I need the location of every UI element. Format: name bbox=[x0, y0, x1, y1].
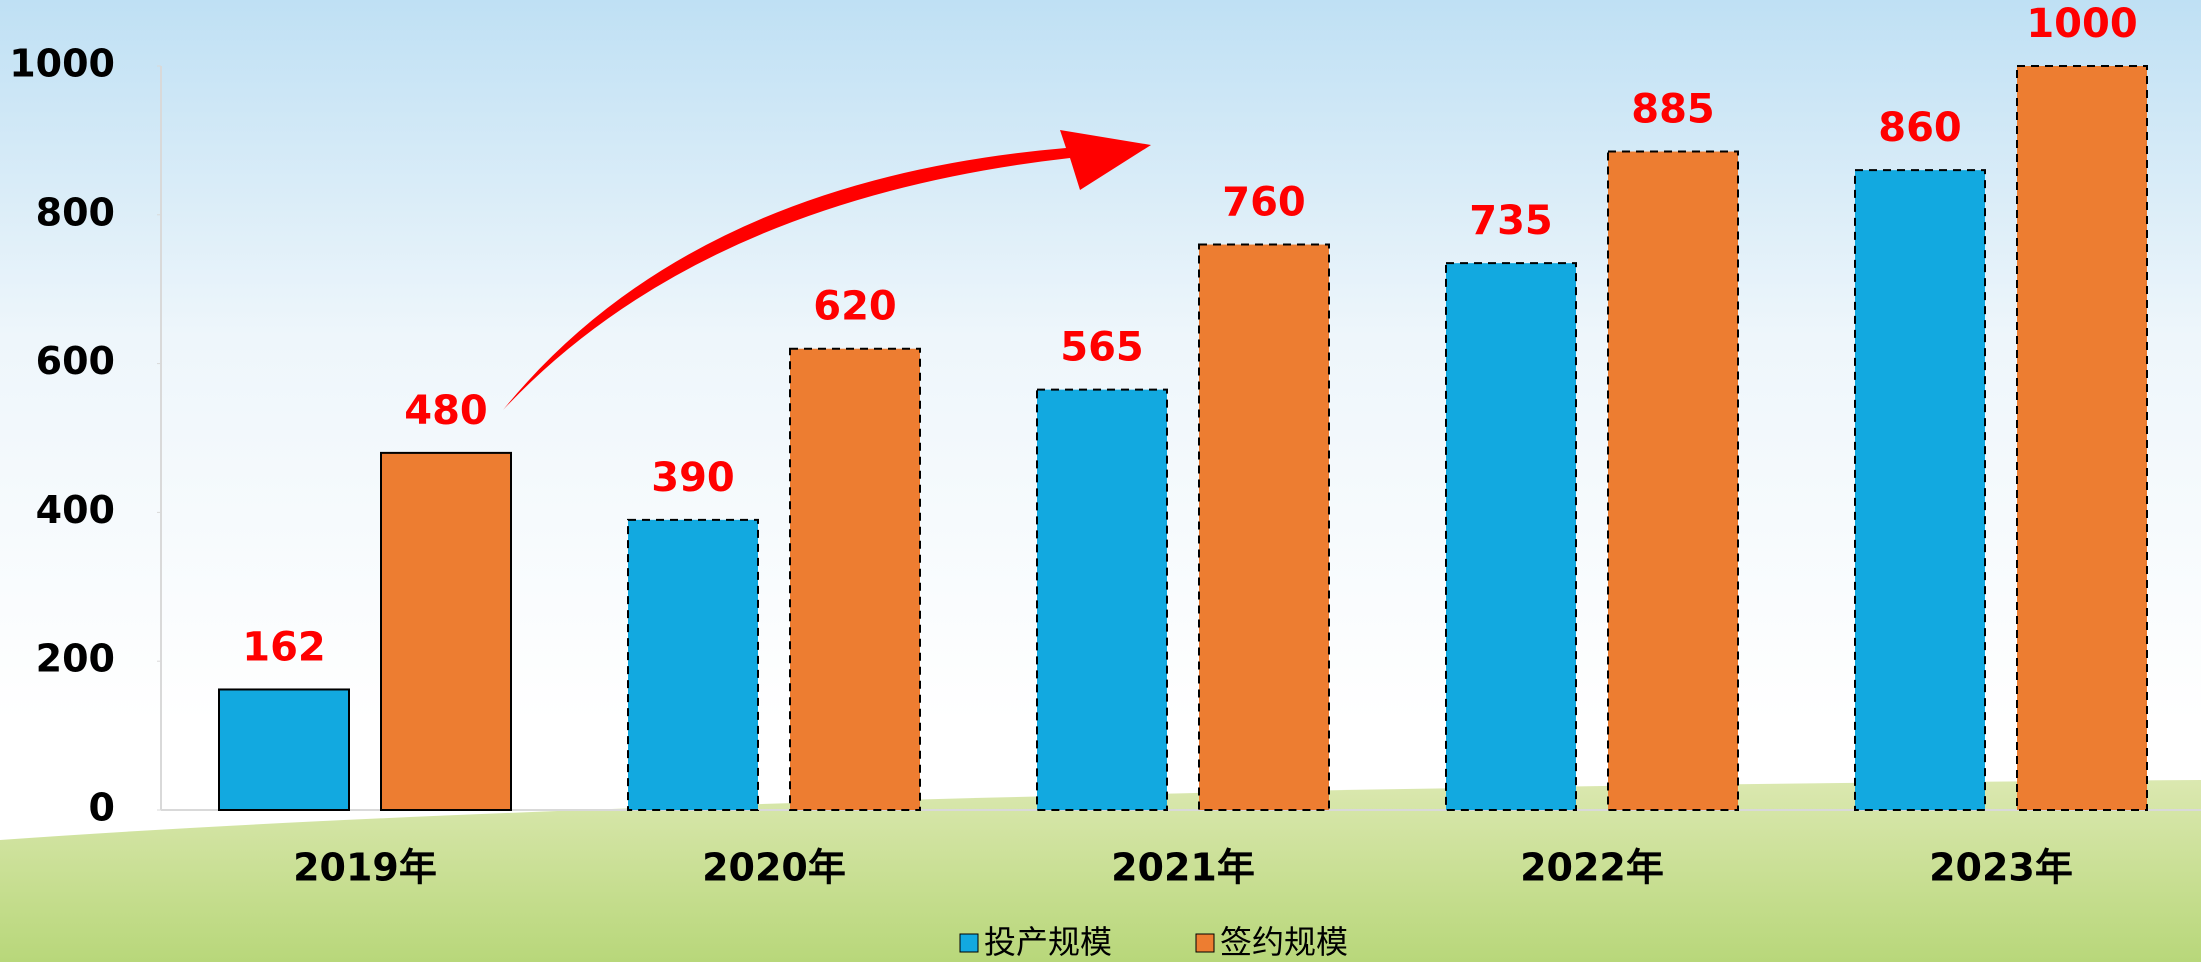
bar bbox=[1607, 150, 1739, 811]
bar bbox=[1445, 262, 1577, 812]
value-label: 735 bbox=[1469, 198, 1553, 244]
y-tick-label: 400 bbox=[36, 488, 115, 532]
x-tick-label: 2022年 bbox=[1520, 846, 1664, 890]
bar bbox=[1854, 169, 1986, 812]
bar bbox=[218, 688, 350, 811]
value-label: 760 bbox=[1222, 180, 1306, 226]
legend-swatch bbox=[959, 933, 979, 953]
bar bbox=[789, 347, 921, 811]
grass bbox=[0, 780, 2201, 962]
x-tick-label: 2023年 bbox=[1929, 846, 2073, 890]
value-label: 620 bbox=[813, 284, 897, 330]
value-label: 390 bbox=[651, 455, 735, 501]
trend-arrow bbox=[503, 130, 1151, 410]
bar bbox=[627, 518, 759, 812]
y-tick-label: 800 bbox=[36, 190, 115, 234]
y-tick-label: 200 bbox=[36, 637, 115, 681]
x-tick-label: 2021年 bbox=[1111, 846, 1255, 890]
bar bbox=[2016, 65, 2148, 811]
value-label: 860 bbox=[1878, 105, 1962, 151]
legend-label: 签约规模 bbox=[1220, 923, 1348, 961]
value-label: 162 bbox=[242, 624, 326, 670]
plot: 0 200 400 600 800 1000 2019年 162 480 2020年 390 620 2… bbox=[9, 1, 2201, 961]
value-label: 565 bbox=[1060, 325, 1144, 371]
value-label: 1000 bbox=[2026, 1, 2137, 47]
value-label: 885 bbox=[1631, 87, 1715, 133]
legend-swatch bbox=[1195, 933, 1215, 953]
value-label: 480 bbox=[404, 388, 488, 434]
x-tick-label: 2019年 bbox=[293, 846, 437, 890]
y-tick-label: 1000 bbox=[9, 42, 115, 86]
bar bbox=[1198, 243, 1330, 811]
y-tick-label: 600 bbox=[36, 339, 115, 383]
y-tick-label: 0 bbox=[89, 786, 115, 830]
x-tick-label: 2020年 bbox=[702, 846, 846, 890]
bar bbox=[1036, 388, 1168, 811]
bar bbox=[380, 451, 512, 811]
legend-label: 投产规模 bbox=[984, 923, 1112, 961]
